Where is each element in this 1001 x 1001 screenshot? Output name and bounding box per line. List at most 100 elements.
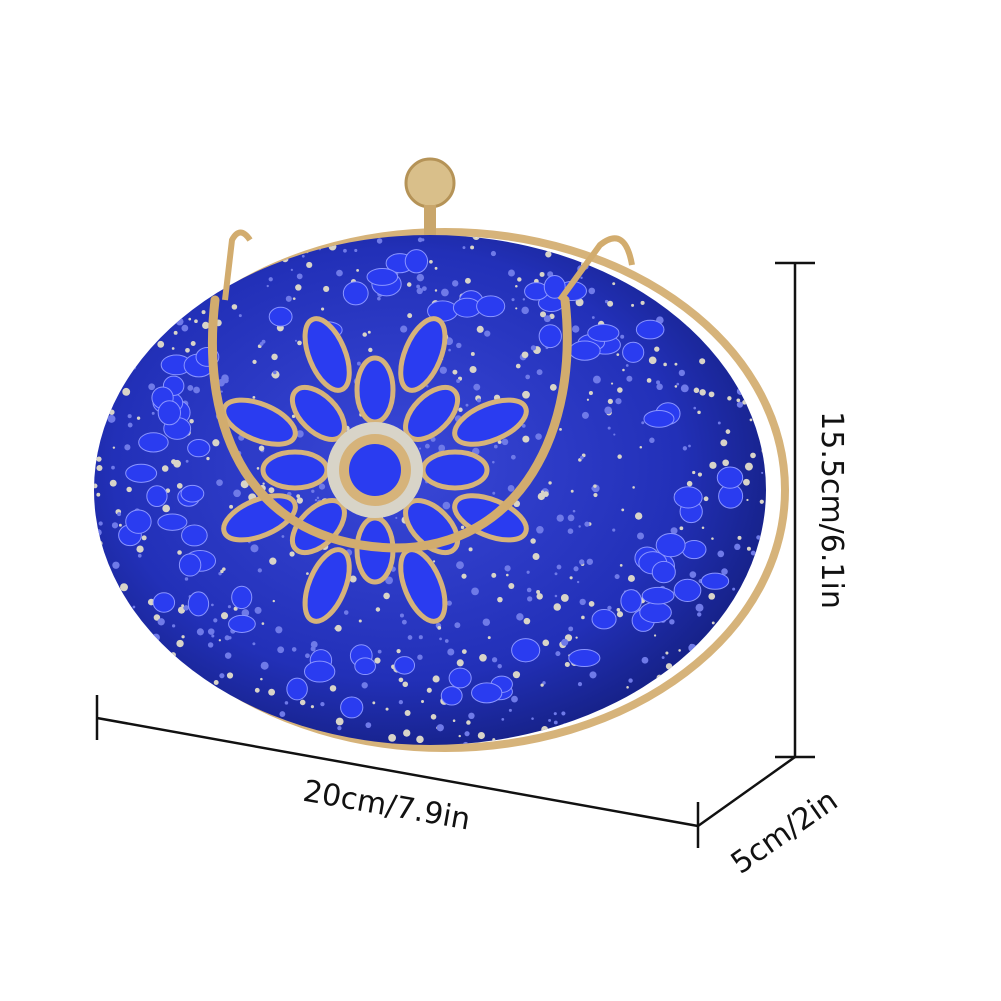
rhinestone	[669, 619, 675, 625]
rhinestone	[122, 387, 131, 396]
rhinestone	[456, 659, 464, 667]
rhinestone	[756, 325, 760, 328]
rhinestone	[99, 395, 103, 399]
rhinestone	[272, 370, 277, 375]
rhinestone	[456, 378, 461, 383]
rhinestone	[289, 551, 295, 557]
gem	[125, 463, 158, 483]
rhinestone	[620, 334, 625, 339]
rhinestone	[764, 596, 766, 603]
rhinestone	[257, 568, 262, 573]
rhinestone	[586, 558, 594, 565]
rhinestone	[181, 604, 185, 608]
rhinestone	[141, 347, 145, 351]
rhinestone	[148, 696, 155, 703]
rhinestone	[460, 525, 465, 530]
rhinestone	[181, 324, 189, 332]
rhinestone	[747, 286, 752, 292]
rhinestone	[703, 496, 709, 502]
rhinestone	[429, 259, 433, 264]
rhinestone	[579, 598, 586, 606]
rhinestone	[127, 414, 132, 419]
rhinestone	[508, 583, 515, 590]
rhinestone	[96, 465, 103, 472]
rhinestone	[510, 454, 516, 460]
rhinestone	[372, 701, 376, 705]
rhinestone	[759, 499, 764, 504]
rhinestone	[117, 708, 124, 715]
rhinestone	[291, 647, 297, 652]
rhinestone	[223, 716, 231, 724]
rhinestone	[290, 268, 294, 272]
rhinestone	[697, 472, 703, 477]
rhinestone	[711, 621, 715, 625]
rhinestone	[646, 378, 652, 383]
rhinestone	[184, 577, 189, 581]
rhinestone	[205, 235, 213, 241]
rhinestone	[375, 607, 381, 612]
gem	[643, 410, 675, 428]
rhinestone	[678, 649, 681, 652]
rhinestone	[732, 587, 736, 591]
rhinestone	[259, 342, 264, 346]
rhinestone	[277, 727, 283, 733]
rhinestone	[736, 692, 743, 699]
rhinestone	[615, 398, 622, 405]
rhinestone	[119, 252, 127, 261]
rhinestone	[716, 247, 721, 252]
rhinestone	[416, 735, 424, 744]
rhinestone	[356, 361, 361, 366]
gem	[157, 400, 182, 426]
rhinestone	[194, 319, 198, 324]
width-label: 20cm/7.9in	[300, 774, 473, 838]
rhinestone	[361, 682, 368, 689]
rhinestone	[482, 618, 491, 626]
rhinestone	[446, 600, 452, 606]
rhinestone	[329, 685, 337, 692]
gem	[178, 553, 202, 577]
rhinestone	[277, 721, 285, 729]
rhinestone	[215, 235, 218, 238]
rhinestone	[492, 738, 496, 742]
rhinestone	[761, 471, 764, 474]
rhinestone	[720, 439, 728, 447]
rhinestone	[256, 721, 261, 726]
rhinestone	[96, 688, 103, 696]
rhinestone	[377, 296, 381, 301]
gem	[157, 513, 188, 531]
rhinestone	[473, 383, 481, 391]
rhinestone	[539, 271, 545, 277]
rhinestone	[271, 353, 278, 361]
petal-gem	[302, 316, 352, 393]
rhinestone	[708, 391, 715, 398]
rhinestone	[106, 319, 111, 324]
rhinestone	[727, 235, 733, 239]
rhinestone	[686, 656, 691, 662]
rhinestone	[468, 547, 473, 552]
rhinestone	[772, 346, 776, 350]
gem	[471, 682, 503, 704]
rhinestone	[401, 619, 407, 625]
rhinestone	[269, 557, 277, 565]
rhinestone	[211, 746, 216, 751]
rhinestone	[111, 522, 119, 529]
rhinestone	[196, 628, 204, 636]
rhinestone	[682, 687, 690, 694]
rhinestone	[616, 353, 620, 356]
rhinestone	[744, 462, 753, 471]
rhinestone	[343, 610, 349, 615]
gem	[228, 614, 256, 633]
rhinestone	[543, 315, 551, 323]
rhinestone	[555, 651, 561, 657]
clasp-ball	[404, 157, 456, 209]
rhinestone	[527, 596, 533, 602]
rhinestone	[458, 407, 463, 412]
rhinestone	[105, 391, 111, 398]
rhinestone	[157, 618, 165, 626]
rhinestone	[567, 528, 574, 535]
rhinestone	[762, 615, 766, 624]
rhinestone	[388, 733, 396, 742]
rhinestone	[107, 414, 116, 423]
rhinestone	[256, 467, 260, 470]
rhinestone	[465, 403, 469, 407]
